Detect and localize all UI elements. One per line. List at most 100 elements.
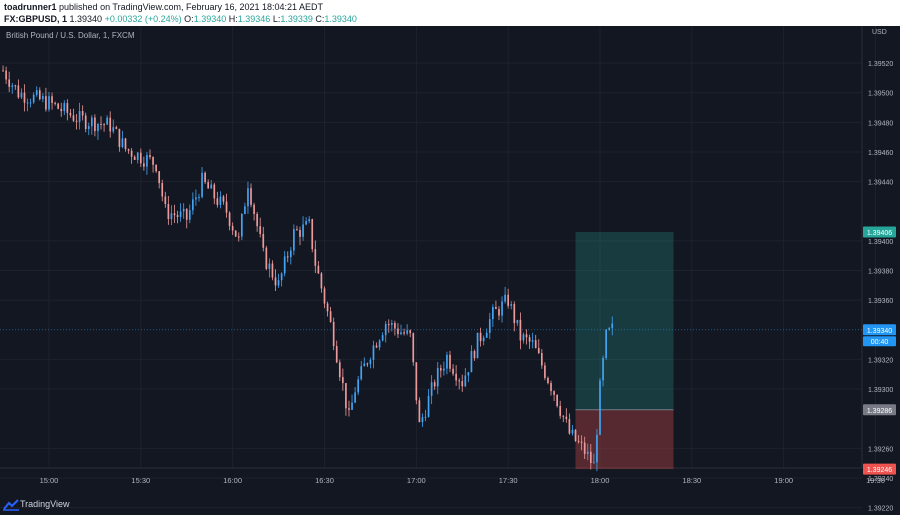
candle-body <box>210 184 213 189</box>
candle-body <box>176 215 179 217</box>
candle-body <box>360 366 363 380</box>
candle-body <box>596 434 598 463</box>
candle-body <box>458 380 461 382</box>
candle-body <box>507 294 510 306</box>
candle-body <box>225 201 228 213</box>
candle-body <box>158 171 161 184</box>
profit-zone <box>575 231 674 410</box>
candle-body <box>152 156 154 165</box>
candle-body <box>467 372 470 376</box>
candle-body <box>366 363 369 365</box>
candle-body <box>544 365 546 378</box>
time-axis-label: 17:30 <box>499 476 518 485</box>
candle-body <box>201 172 203 197</box>
publish-header: toadrunner1 published on TradingView.com… <box>0 0 900 26</box>
candle-body <box>574 429 577 441</box>
candle-body <box>32 94 35 103</box>
candle-body <box>332 321 335 347</box>
candle-body <box>231 226 234 231</box>
price-change: +0.00332 (+0.24%) <box>104 14 182 24</box>
candle-body <box>286 256 289 258</box>
candle-body <box>351 402 353 410</box>
candle-body <box>562 415 565 417</box>
candle-body <box>155 164 157 172</box>
time-axis-label: 15:30 <box>131 476 150 485</box>
candle-body <box>51 96 53 103</box>
candle-body <box>397 328 399 335</box>
ohlc-low-label: L: <box>272 14 281 24</box>
currency-label[interactable]: USD <box>872 29 887 36</box>
candle-body <box>143 163 145 167</box>
candle-body <box>488 319 491 333</box>
candle-body <box>602 358 604 381</box>
candle-body <box>247 188 249 207</box>
candle-body <box>45 96 47 110</box>
candle-body <box>182 208 185 212</box>
candle-body <box>421 417 424 423</box>
candle-body <box>547 377 549 384</box>
candle-body <box>485 332 488 338</box>
candle-body <box>146 155 148 167</box>
candle-body <box>586 451 589 454</box>
candle-body <box>525 334 528 338</box>
candle-body <box>72 115 75 121</box>
candle-body <box>455 373 457 381</box>
candle-body <box>14 85 17 87</box>
candle-body <box>556 394 558 407</box>
candle-body <box>412 333 415 363</box>
candle-body <box>323 288 326 304</box>
candle-body <box>234 230 237 237</box>
time-axis-label: 18:30 <box>682 476 701 485</box>
candle-body <box>81 111 84 116</box>
symbol-name: FX:GBPUSD, 1 <box>4 14 68 24</box>
candle-body <box>293 229 295 251</box>
candle-body <box>84 115 87 130</box>
candle-body <box>11 85 14 87</box>
candle-body <box>583 442 586 454</box>
price-axis-label: 1.39480 <box>868 120 893 127</box>
time-axis-label: 16:00 <box>223 476 242 485</box>
candle-body <box>164 196 167 205</box>
ohlc-high: 1.39346 <box>237 14 271 24</box>
candle-body <box>354 392 356 403</box>
candle-body <box>357 379 360 393</box>
candle-body <box>244 206 246 214</box>
candle-body <box>534 340 537 349</box>
candle-body <box>57 103 60 109</box>
candle-body <box>314 249 317 266</box>
candle-body <box>188 210 191 220</box>
candle-body <box>559 406 562 416</box>
candle-body <box>436 368 439 387</box>
candle-body <box>553 391 555 395</box>
candle-body <box>513 304 516 324</box>
candle-body <box>519 319 522 341</box>
candle-body <box>109 117 112 132</box>
candle-body <box>17 85 20 98</box>
candle-body <box>605 329 607 359</box>
chart-area[interactable]: 1.39520 1.39500 1.39480 1.39460 1.39440 1.394… <box>0 26 900 515</box>
price-axis-label: 1.39360 <box>868 298 893 305</box>
candle-body <box>2 70 4 72</box>
publisher-name[interactable]: toadrunner1 <box>4 2 57 12</box>
candle-body <box>492 306 494 320</box>
chart-title: British Pound / U.S. Dollar, 1, FXCM <box>6 31 135 40</box>
candle-body <box>461 381 464 387</box>
candle-body <box>464 375 467 387</box>
candle-body <box>204 172 206 183</box>
candle-body <box>611 323 614 329</box>
candle-body <box>329 311 332 322</box>
candle-body <box>124 138 127 150</box>
candle-body <box>338 362 341 378</box>
price-axis-label: 1.39300 <box>868 387 893 394</box>
candle-body <box>565 416 568 420</box>
price-chart[interactable]: 1.39520 1.39500 1.39480 1.39460 1.39440 1.394… <box>0 26 900 515</box>
candle-body <box>501 301 503 316</box>
candle-body <box>470 351 473 373</box>
ohlc-high-label: H: <box>228 14 238 24</box>
price-axis-label: 1.39220 <box>868 506 893 513</box>
candle-body <box>207 182 210 189</box>
candle-body <box>75 120 78 122</box>
candle-body <box>48 96 50 110</box>
candle-body <box>449 354 451 369</box>
candle-body <box>265 247 268 269</box>
